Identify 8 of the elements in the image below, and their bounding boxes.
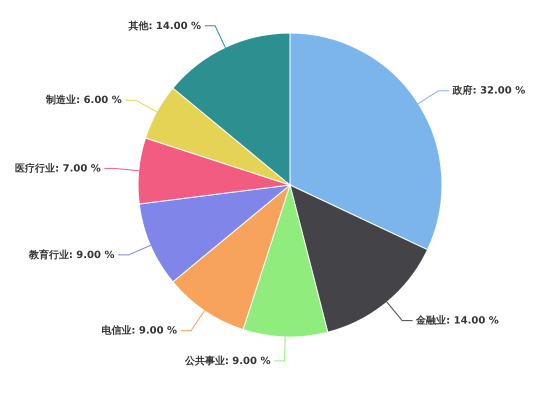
slice-label: 金融业: 14.00 % [415, 314, 499, 327]
slice-label: 公共事业: 9.00 % [184, 354, 270, 367]
slice-label: 其他: 14.00 % [127, 20, 202, 32]
slice-label: 电信业: 9.00 % [101, 324, 178, 337]
slice-label: 教育行业: 9.00 % [28, 248, 114, 261]
slice-label: 医疗行业: 7.00 % [15, 162, 101, 174]
slice-label: 政府: 32.00 % [452, 84, 526, 97]
slice-label: 制造业: 6.00 % [45, 94, 122, 106]
